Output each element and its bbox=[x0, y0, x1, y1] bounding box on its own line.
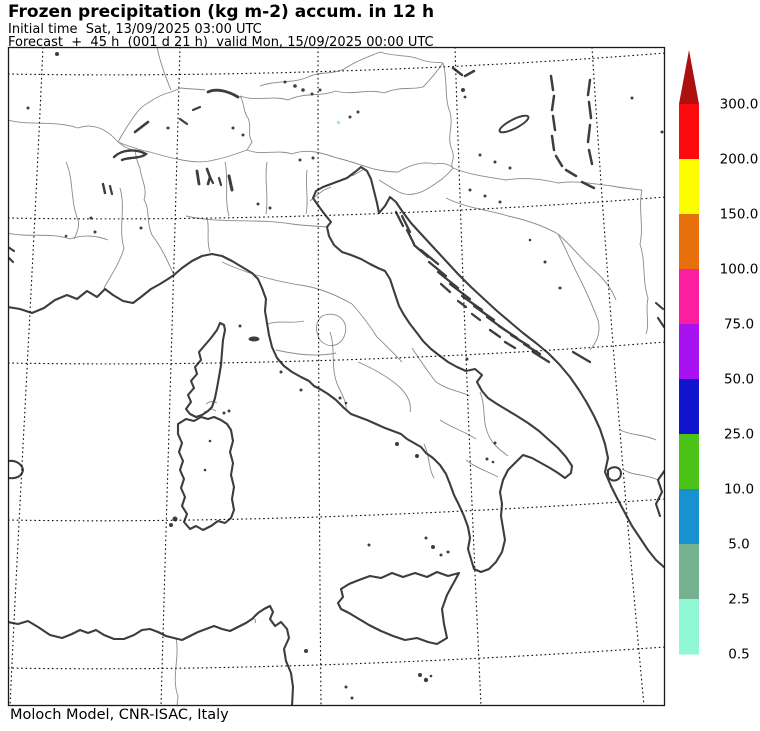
lake-maggiore bbox=[195, 169, 201, 186]
colorbar-segment bbox=[679, 379, 699, 435]
graticule bbox=[8, 47, 665, 706]
meridian bbox=[454, 47, 482, 706]
parallel bbox=[8, 196, 665, 220]
initial-time-line: Initial time Sat, 13/09/2025 03:00 UTC bbox=[8, 22, 262, 37]
colorbar-tick-label: 10.0 bbox=[724, 482, 754, 498]
coastlines bbox=[8, 165, 665, 706]
colorbar-segment bbox=[679, 544, 699, 600]
colorbar-tick-label: 2.5 bbox=[728, 592, 749, 608]
colorbar-segment bbox=[679, 434, 699, 490]
colorbar-segment bbox=[679, 104, 699, 160]
colorbar-tick-label: 100.0 bbox=[720, 262, 759, 278]
colorbar-tick-label: 25.0 bbox=[724, 427, 754, 443]
lake-balaton bbox=[498, 114, 530, 134]
colorbar-tick-label: 150.0 bbox=[720, 207, 759, 223]
country-and-region-borders bbox=[8, 47, 659, 706]
meridian bbox=[591, 47, 645, 706]
island-sardinia bbox=[176, 415, 236, 532]
island-pantelleria bbox=[304, 649, 308, 653]
island-elba bbox=[248, 336, 260, 342]
alpine-lakes bbox=[101, 88, 530, 196]
danube-river-marks bbox=[451, 66, 596, 190]
colorbar-tick-label: 300.0 bbox=[720, 97, 759, 113]
colorbar-segment bbox=[679, 269, 699, 325]
map-frame bbox=[7, 46, 666, 707]
coast-north-africa bbox=[8, 604, 295, 706]
island-corsica bbox=[184, 321, 227, 419]
lake-garda bbox=[227, 174, 234, 192]
forecast-line: Forecast + 45 h (001 d 21 h) valid Mon, … bbox=[8, 35, 434, 50]
colorbar-tick-label: 5.0 bbox=[728, 537, 749, 553]
meridian bbox=[160, 47, 181, 706]
lake-neuchatel bbox=[133, 120, 150, 134]
meridian bbox=[9, 47, 44, 706]
colorbar-tick-label: 200.0 bbox=[720, 152, 759, 168]
island-ischia bbox=[395, 442, 399, 446]
coast-greece-fragment bbox=[654, 468, 665, 518]
lakes-and-islets bbox=[26, 52, 664, 700]
island-menorca bbox=[8, 459, 25, 480]
colorbar-tick-label: 75.0 bbox=[724, 317, 754, 333]
meridian bbox=[317, 47, 322, 706]
colorbar-overflow-arrow-icon bbox=[679, 50, 699, 104]
colorbar-segment bbox=[679, 489, 699, 545]
island-malta bbox=[418, 673, 422, 677]
colorbar-segment bbox=[679, 214, 699, 270]
parallel bbox=[8, 341, 665, 365]
colorbar-segment bbox=[679, 324, 699, 380]
dalmatian-islands bbox=[394, 210, 592, 364]
colorbar: 300.0 200.0 150.0 100.0 75.0 50.0 25.0 10.0 5.0 2… bbox=[679, 50, 758, 663]
map-canvas bbox=[8, 47, 665, 706]
page-title: Frozen precipitation (kg m-2) accum. in … bbox=[8, 2, 435, 22]
lake-iseo bbox=[217, 176, 223, 187]
model-credit: Moloch Model, CNR-ISAC, Italy bbox=[10, 707, 229, 723]
precipitation-speck bbox=[337, 121, 340, 124]
island-capri bbox=[415, 454, 419, 458]
island-sicily bbox=[336, 570, 461, 646]
coast-mainland bbox=[8, 165, 665, 574]
parallel bbox=[8, 646, 665, 670]
lake-geneva bbox=[112, 149, 149, 162]
colorbar-segment bbox=[679, 599, 699, 655]
colorbar-tick-label: 50.0 bbox=[724, 372, 754, 388]
colorbar-segment bbox=[679, 159, 699, 215]
lake-neusiedl bbox=[461, 88, 465, 92]
colorbar-tick-label: 0.5 bbox=[728, 647, 749, 663]
island-corfu bbox=[606, 466, 623, 482]
parallel bbox=[8, 498, 665, 522]
lake-constance bbox=[206, 88, 240, 99]
